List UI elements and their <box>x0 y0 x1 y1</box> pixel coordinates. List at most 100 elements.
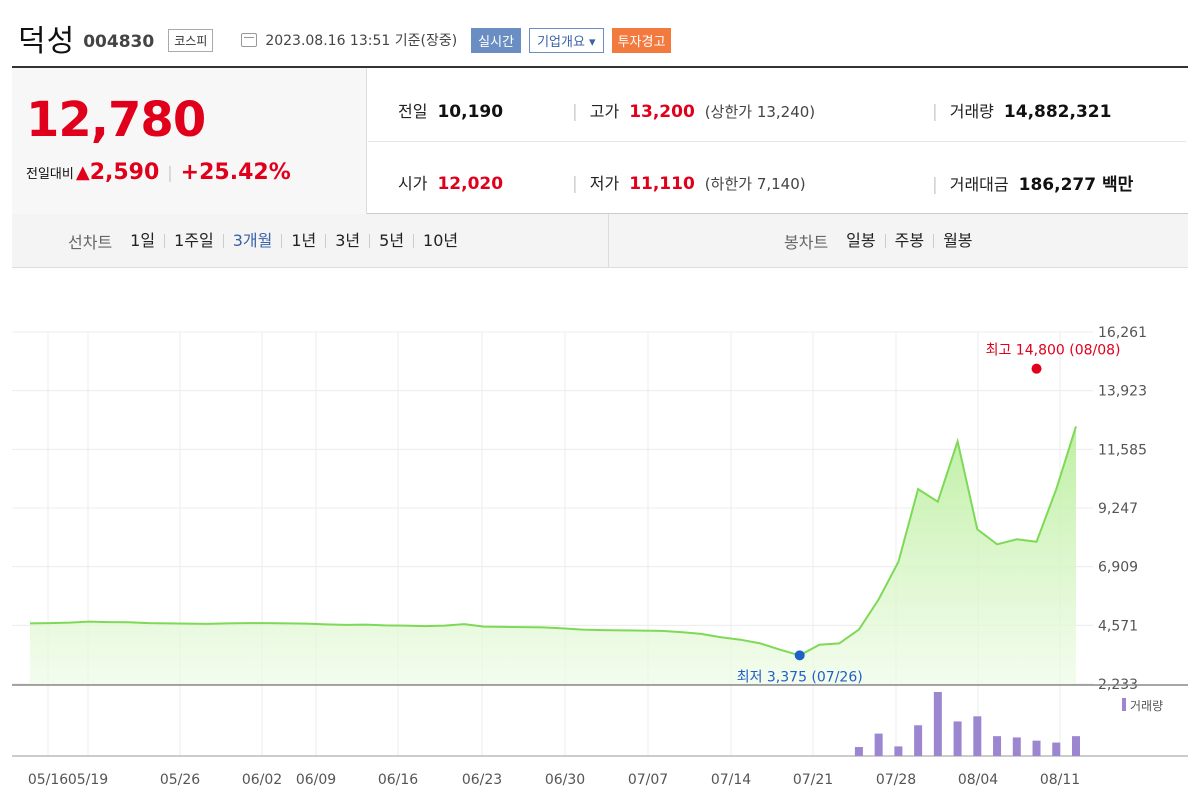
x-tick-label: 06/02 <box>242 772 282 788</box>
market-badge: 코스피 <box>168 28 214 52</box>
tab-1y[interactable]: 1년 <box>281 233 325 249</box>
current-price-box: 12,780 전일대비 ▲ 2,590 | +25.42% <box>12 68 367 214</box>
change-row: 전일대비 ▲ 2,590 | +25.42% <box>26 160 291 185</box>
stat-label: 시가 <box>398 174 428 193</box>
volume-bar <box>1052 742 1061 756</box>
stat-high: | 고가 13,200 (상한가 13,240) <box>572 98 815 122</box>
line-chart-tabs: 선차트 1일 1주일 3개월 1년 3년 5년 10년 <box>68 214 467 268</box>
x-tick-label: 08/04 <box>958 772 998 788</box>
stat-value: 12,020 <box>437 174 504 194</box>
divider: | <box>167 163 173 182</box>
stat-value: 186,277 백만 <box>1018 175 1134 195</box>
stat-sub: (하한가 7,140) <box>704 175 806 193</box>
up-arrow-icon: ▲ <box>75 162 90 183</box>
stat-open: 시가 12,020 <box>398 170 503 194</box>
stat-value: 11,110 <box>629 174 695 194</box>
price-area <box>30 426 1076 684</box>
tab-3m[interactable]: 3개월 <box>222 233 282 249</box>
volume-bar <box>894 746 903 756</box>
volume-bar <box>993 736 1002 756</box>
tab-daily[interactable]: 일봉 <box>846 231 876 250</box>
x-tick-label: 05/19 <box>68 772 108 788</box>
tab-1w[interactable]: 1주일 <box>164 233 223 249</box>
y-tick-label: 4,571 <box>1098 618 1138 634</box>
volume-legend-swatch <box>1122 698 1126 711</box>
volume-bar <box>933 692 942 756</box>
divider: | <box>572 174 578 194</box>
y-tick-label: 6,909 <box>1098 560 1138 576</box>
tab-10y[interactable]: 10년 <box>413 233 467 249</box>
high-label: 최고 14,800 (08/08) <box>986 343 1121 359</box>
y-tick-label: 9,247 <box>1098 501 1138 517</box>
divider: | <box>572 102 578 122</box>
y-tick-label: 16,261 <box>1098 325 1147 341</box>
x-tick-label: 06/09 <box>296 772 336 788</box>
price-summary: 12,780 전일대비 ▲ 2,590 | +25.42% 전일 10,190 … <box>12 66 1188 214</box>
row-divider <box>368 141 1186 142</box>
volume-legend-label: 거래량 <box>1130 699 1163 713</box>
tab-1d[interactable]: 1일 <box>130 231 156 250</box>
line-chart-title: 선차트 <box>68 233 113 252</box>
x-tick-label: 06/16 <box>378 772 418 788</box>
change-percent: +25.42% <box>180 160 291 185</box>
stock-header: 덕성 004830 코스피 2023.08.16 13:51 기준(장중) 실시… <box>18 18 672 59</box>
x-tick-label: 05/16 <box>28 772 68 788</box>
price-chart-svg: 16,26113,92311,5859,2476,9094,5712,23305… <box>12 325 1188 788</box>
stat-low: | 저가 11,110 (하한가 7,140) <box>572 170 806 194</box>
stat-label: 거래대금 <box>949 175 1009 194</box>
stat-volume: | 거래량 14,882,321 <box>932 98 1111 122</box>
calendar-icon <box>241 33 258 47</box>
timestamp: 2023.08.16 13:51 기준(장중) <box>265 33 458 49</box>
low-label: 최저 3,375 (07/26) <box>737 669 863 685</box>
tab-5y[interactable]: 5년 <box>369 233 413 249</box>
x-tick-label: 05/26 <box>160 772 200 788</box>
stat-amount: | 거래대금 186,277 백만 <box>932 170 1133 195</box>
high-marker <box>1031 363 1042 374</box>
volume-bar <box>854 747 863 756</box>
stat-label: 전일 <box>398 102 428 121</box>
x-tick-label: 06/23 <box>462 772 502 788</box>
x-tick-label: 07/14 <box>711 772 751 788</box>
divider: | <box>932 102 938 122</box>
tab-weekly[interactable]: 주봉 <box>884 233 933 249</box>
x-tick-label: 06/30 <box>545 772 585 788</box>
chart-period-tabs: 선차트 1일 1주일 3개월 1년 3년 5년 10년 봉차트 일봉 주봉 월봉 <box>12 214 1188 268</box>
volume-bar <box>1032 740 1041 756</box>
stat-label: 고가 <box>589 102 620 121</box>
y-tick-label: 11,585 <box>1098 442 1147 458</box>
volume-bar <box>1012 737 1021 756</box>
stat-value: 14,882,321 <box>1003 102 1112 122</box>
y-tick-label: 13,923 <box>1098 384 1147 400</box>
volume-bar <box>914 725 923 756</box>
volume-bar <box>1072 736 1080 756</box>
stock-code: 004830 <box>83 32 155 52</box>
price-line <box>29 426 1077 657</box>
divider: | <box>932 175 938 195</box>
stat-sub: (상한가 13,240) <box>704 103 816 121</box>
current-price: 12,780 <box>26 92 206 148</box>
tabs-divider <box>608 214 609 268</box>
x-tick-label: 07/28 <box>876 772 916 788</box>
change-label: 전일대비 <box>26 167 74 182</box>
change-amount: 2,590 <box>89 160 160 185</box>
stat-label: 거래량 <box>949 102 994 121</box>
x-tick-label: 08/11 <box>1040 772 1080 788</box>
stat-value: 10,190 <box>437 102 504 122</box>
volume-bar <box>874 733 883 756</box>
x-tick-label: 07/21 <box>793 772 833 788</box>
tab-monthly[interactable]: 월봉 <box>933 233 981 249</box>
x-tick-label: 07/07 <box>628 772 668 788</box>
tab-3y[interactable]: 3년 <box>325 233 369 249</box>
stat-value: 13,200 <box>629 102 695 122</box>
low-marker <box>794 650 805 661</box>
stat-label: 저가 <box>589 174 620 193</box>
candle-chart-tabs: 봉차트 일봉 주봉 월봉 <box>784 214 982 268</box>
stock-name: 덕성 <box>18 24 76 59</box>
realtime-button[interactable]: 실시간 <box>471 27 522 53</box>
stat-prev-close: 전일 10,190 <box>398 98 503 122</box>
company-info-dropdown[interactable]: 기업개요 ▾ <box>529 27 604 53</box>
volume-bar <box>973 716 982 756</box>
investment-warning-badge[interactable]: 투자경고 <box>611 27 672 53</box>
candle-chart-title: 봉차트 <box>784 233 829 252</box>
price-chart[interactable]: 16,261 13,923 11,585 9,247 6,909 4,571 2,233 05… <box>0 300 1188 806</box>
